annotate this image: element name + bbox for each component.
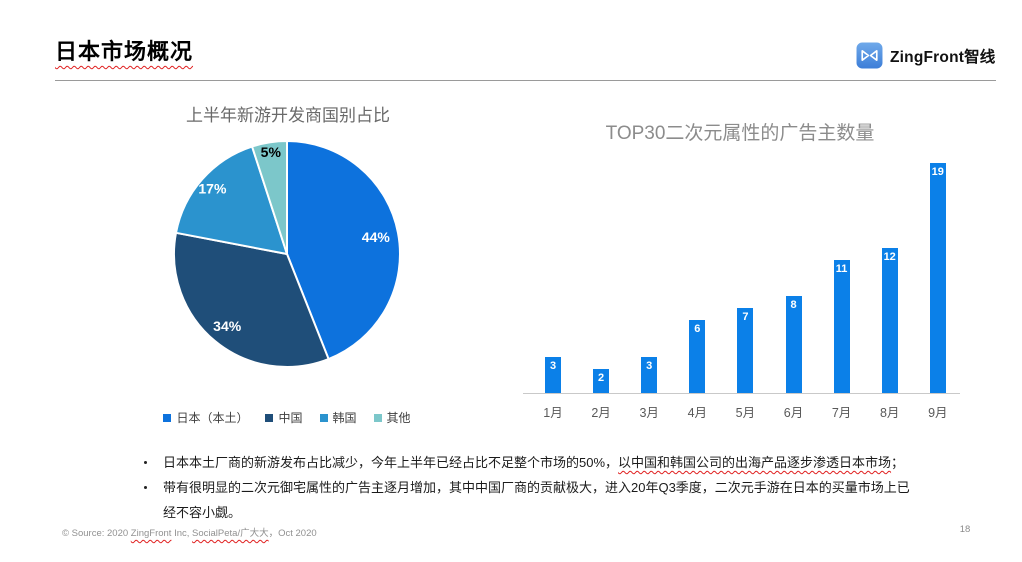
legend-item-2: 韩国 (319, 409, 357, 426)
bar-category-label: 4月 (687, 406, 708, 420)
pie-slice-2 (175, 145, 288, 255)
pie-data-label-2: 17% (198, 180, 227, 196)
pie-chart: 44% 34% 17% 5% (173, 140, 401, 368)
legend-swatch-icon (373, 413, 382, 422)
spellchecked-text: 以中国和韩国公司的出海产品逐步渗透日本市场 (618, 455, 892, 470)
legend-label: 其他 (386, 411, 411, 425)
legend-label: 韩国 (332, 411, 357, 425)
bar-category-label: 6月 (783, 406, 804, 420)
bar-2月: 2 (593, 369, 610, 393)
pie-legend: 日本（本土） 中国 韩国 其他 (122, 409, 452, 426)
zingfront-logo: ZingFront智线 (856, 42, 996, 69)
bullet-text: 带有很明显的二次元御宅属性的广告主逐月增加，其中中国厂商的贡献极大，进入20年Q… (163, 480, 910, 520)
legend-swatch-icon (319, 413, 328, 422)
page-title: 日本市场概况 (55, 39, 194, 64)
legend-item-3: 其他 (373, 409, 411, 426)
legend-label: 中国 (278, 411, 303, 425)
bar-7月: 11 (833, 260, 850, 393)
bullet-dot-icon (144, 461, 147, 464)
bullet-dot-icon (144, 486, 147, 489)
bullet-item: 带有很明显的二次元御宅属性的广告主逐月增加，其中中国厂商的贡献极大，进入20年Q… (141, 475, 920, 525)
spellchecked-text: ZingFront (130, 528, 172, 539)
source-note: © Source: 2020 ZingFront Inc, SocialPeta… (62, 528, 317, 539)
logo-text: ZingFront智线 (890, 48, 996, 66)
bar-value-label: 12 (883, 251, 896, 263)
pie-data-label-1: 34% (213, 318, 242, 334)
pie-chart-title: 上半年新游开发商国别占比 (186, 106, 390, 125)
bar-value-label: 3 (646, 360, 653, 372)
bar-category-label: 5月 (735, 406, 756, 420)
pie-slice-3 (251, 140, 288, 255)
bar-value-label: 11 (835, 263, 848, 275)
legend-item-0: 日本（本土） (163, 409, 248, 426)
bar-value-label: 6 (694, 323, 701, 335)
pie-data-label-3: 5% (261, 144, 282, 160)
bar-3月: 3 (641, 357, 658, 393)
legend-item-1: 中国 (265, 409, 303, 426)
bar-1月: 3 (545, 357, 561, 393)
bar-chart: 3 1月 2 2月 3 3月 6 4月 7 5月 8 6月 11 7月 12 8月 19 9月 (523, 162, 963, 420)
x-axis-line (523, 393, 960, 394)
bar-6月: 8 (785, 296, 802, 393)
pie-slice-0 (286, 140, 401, 361)
bar-value-label: 2 (598, 372, 605, 384)
bar-8月: 12 (881, 248, 898, 393)
bullet-list: 日本本土厂商的新游发布占比减少，今年上半年已经占比不足整个市场的50%，以中国和… (141, 450, 920, 525)
page-number: 18 (959, 524, 971, 535)
bar-category-label: 2月 (591, 406, 611, 420)
bowtie-logo-icon (856, 42, 883, 69)
pie-data-label-0: 44% (362, 229, 391, 245)
bar-chart-title: TOP30二次元属性的广告主数量 (605, 123, 875, 144)
bullet-item: 日本本土厂商的新游发布占比减少，今年上半年已经占比不足整个市场的50%，以中国和… (141, 450, 920, 475)
bar-value-label: 3 (549, 360, 557, 372)
bar-category-label: 3月 (639, 406, 659, 420)
bar-5月: 7 (737, 308, 754, 393)
header-divider (55, 80, 996, 81)
legend-swatch-icon (265, 413, 274, 422)
bar-category-label: 9月 (928, 406, 948, 420)
bar-value-label: 7 (742, 311, 749, 323)
bar-category-label: 8月 (879, 406, 900, 420)
bar-value-label: 8 (790, 299, 797, 311)
bar-category-label: 7月 (831, 406, 852, 420)
legend-label: 日本（本土） (176, 411, 249, 425)
pie-slice-1 (173, 231, 330, 368)
bar-value-label: 19 (931, 166, 944, 178)
bar-4月: 6 (689, 320, 706, 393)
bar-category-label: 1月 (543, 406, 563, 420)
legend-swatch-icon (163, 413, 172, 422)
bullet-text: 日本本土厂商的新游发布占比减少，今年上半年已经占比不足整个市场的50%，以中国和… (163, 455, 905, 470)
bar-9月: 19 (929, 163, 946, 393)
spellchecked-text: SocialPeta/广大大 (192, 528, 269, 539)
